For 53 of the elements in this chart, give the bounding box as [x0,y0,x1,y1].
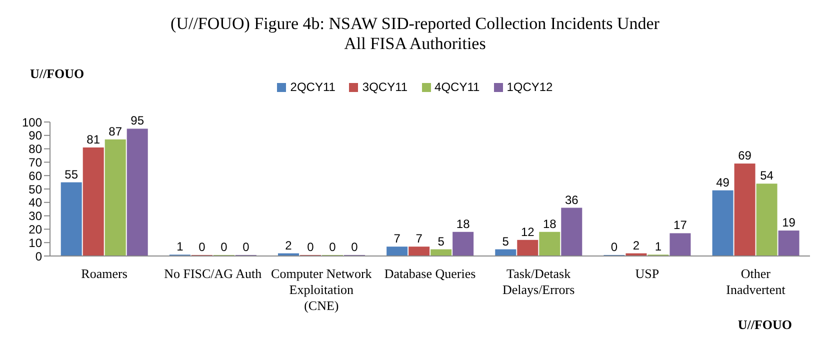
y-tick-label: 90 [28,128,42,143]
data-label: 1 [654,240,662,254]
data-label: 69 [738,148,752,163]
data-label: 49 [716,175,730,190]
x-tick-label: Other Inadvertent [726,266,786,297]
y-tick-label: 100 [22,115,42,130]
data-label: 87 [108,124,122,138]
data-label: 0 [351,240,358,254]
text: U//FOUO [738,317,792,333]
data-label: 18 [456,216,470,231]
data-label: 55 [64,167,78,182]
y-tick-label: 10 [28,236,42,250]
data-label: 12 [520,224,535,239]
data-label: 81 [86,132,100,146]
legend-label: 4QCY11 [434,80,480,94]
y-tick-label: 0 [35,249,42,264]
x-tick-label: Database Queries [384,266,476,281]
data-label: 7 [394,232,401,246]
data-label: 0 [307,240,314,254]
data-label: 5 [502,234,510,248]
y-tick-label: 30 [28,209,42,224]
y-tick-label: 80 [28,142,42,156]
x-tick-label: Roamers [81,266,128,281]
y-tick-label: 70 [28,155,42,170]
text: U//FOUO [30,66,84,82]
y-tick-label: 20 [28,222,42,236]
data-label: 95 [130,114,144,128]
legend-label: 2QCY11 [289,80,336,94]
data-label: 2 [632,238,640,252]
y-tick-label: 60 [28,168,42,183]
data-label: 18 [542,216,557,231]
x-tick-label: Task/Detask Delays/Errors [502,266,575,297]
x-tick-label: Computer Network Exploitation (CNE) [271,266,372,313]
data-label: 0 [242,240,250,254]
y-tick-label: 40 [28,196,42,210]
data-label: 1 [176,240,184,254]
data-label: 5 [438,234,445,248]
data-label: 0 [220,240,228,254]
y-tick-label: 50 [28,182,42,196]
data-label: 19 [782,216,796,230]
data-label: 54 [760,168,774,183]
data-label: 7 [416,232,423,246]
x-tick-label: No FISC/AG Auth [164,266,262,281]
data-label: 2 [285,238,292,252]
chart-title: (U//FOUO) Figure 4b: NSAW SID-reported Collection Incidents Under All FISA Authorities [170,14,660,54]
data-label: 17 [674,218,688,232]
data-label: 0 [198,240,206,254]
data-label: 0 [329,240,336,254]
x-tick-label: USP [635,266,660,281]
legend-label: 1QCY12 [506,80,553,94]
data-label: 0 [610,240,618,254]
data-label: 36 [564,192,579,207]
legend-label: 3QCY11 [361,80,408,94]
